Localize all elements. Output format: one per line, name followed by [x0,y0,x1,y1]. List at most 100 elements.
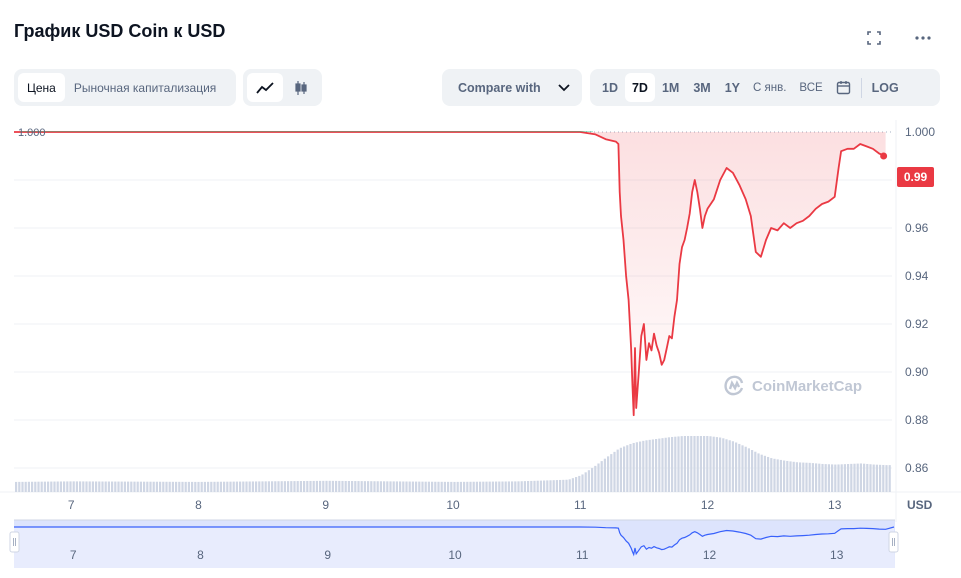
volume-bar [751,450,754,492]
volume-bar [373,481,376,492]
volume-bar [517,481,520,492]
volume-bar [235,481,238,492]
coinmarketcap-logo-icon [724,375,744,396]
volume-bar [594,465,597,492]
volume-bar [715,437,718,492]
volume-bar [274,481,277,492]
volume-bar [658,438,661,492]
volume-bar [389,481,392,492]
range-ytd[interactable]: С янв. [753,81,787,94]
volume-bar [383,481,386,492]
tab-market-cap[interactable]: Рыночная капитализация [73,80,217,95]
volume-bar [399,481,402,492]
volume-bar [379,481,382,492]
x-tick-label: 10 [446,498,460,512]
volume-bar [175,481,178,492]
expand-icon [867,31,881,45]
navigator-handle-left[interactable] [9,531,20,553]
range-1d[interactable]: 1D [602,80,618,95]
volume-bar [866,463,869,492]
volume-bar [859,463,862,492]
volume-bar [63,481,66,492]
volume-bar [527,481,530,492]
volume-bar [309,480,312,492]
volume-bars [15,436,891,492]
current-price-dot [880,152,888,160]
navigator-handle-right[interactable] [888,531,899,553]
volume-bar [171,481,174,492]
volume-bar [776,459,779,492]
y-tick-label: 1.000 [905,125,935,139]
volume-bar [459,481,462,492]
volume-bar [677,436,680,492]
range-3m[interactable]: 3M [693,80,711,95]
volume-bar [488,481,491,492]
volume-bar [559,479,562,492]
volume-bar [587,470,590,492]
volume-bar [578,475,581,492]
volume-bar [789,461,792,492]
volume-bar [40,481,43,492]
volume-bar [597,463,600,492]
chart-type-toggle [243,69,322,106]
range-7d[interactable]: 7D [624,73,655,102]
volume-bar [783,460,786,492]
volume-bar [696,436,699,492]
volume-bar [453,481,456,492]
volume-bar [123,481,126,492]
volume-bar [603,458,606,492]
volume-bar [447,481,450,492]
volume-bar [117,481,120,492]
volume-bar [280,481,283,492]
volume-bar [533,480,536,492]
volume-bar [95,481,98,492]
volume-bar [296,481,299,492]
volume-bar [226,481,229,492]
volume-bar [421,481,424,492]
volume-bar [811,463,814,492]
volume-bar [667,437,670,492]
tab-price[interactable]: Цена [18,73,65,102]
more-button[interactable] [911,26,935,50]
volume-bar [687,436,690,492]
y-tick-label: 0.86 [905,461,929,475]
line-chart-button[interactable] [247,73,283,102]
log-toggle[interactable]: LOG [871,80,899,95]
volume-bar [341,480,344,492]
volume-bar [552,480,555,492]
range-1y[interactable]: 1Y [724,80,741,95]
volume-bar [98,481,101,492]
volume-bar [805,462,808,492]
volume-bar [331,480,334,492]
volume-bar [325,480,328,492]
volume-bar [443,481,446,492]
volume-bar [683,436,686,492]
volume-bar [130,481,133,492]
volume-bar [571,478,574,492]
volume-bar [629,443,632,492]
volume-bar [555,480,558,492]
volume-bar [91,481,94,492]
volume-bar [888,465,891,492]
x-tick-label: 7 [68,498,75,512]
calendar-button[interactable] [830,73,857,102]
range-selector: 1D 7D 1M 3M 1Y С янв. ВСЕ LOG [590,69,940,106]
volume-bar [773,458,776,492]
volume-bar [693,436,696,492]
compare-with-dropdown[interactable]: Compare with [442,69,582,106]
volume-bar [431,481,434,492]
fullscreen-button[interactable] [862,26,886,50]
volume-bar [392,481,395,492]
volume-bar [354,481,357,492]
candlestick-button[interactable] [283,73,318,102]
volume-bar [469,481,472,492]
x-tick-label: 13 [828,498,842,512]
range-1m[interactable]: 1M [661,80,680,95]
range-all[interactable]: ВСЕ [799,81,823,94]
volume-bar [591,468,594,492]
candlestick-icon [294,80,307,95]
volume-bar [216,481,219,492]
volume-bar [712,436,715,492]
